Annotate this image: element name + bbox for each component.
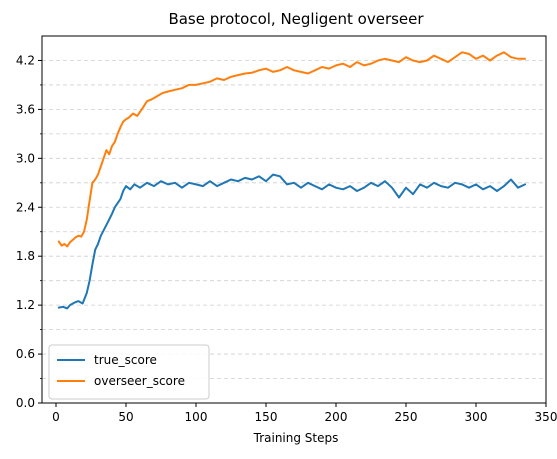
y-tick-label: 2.4 — [16, 200, 35, 214]
legend-box — [48, 344, 210, 400]
x-tick-label: 350 — [535, 410, 557, 424]
y-tick-label: 4.2 — [16, 53, 35, 67]
x-tick-label: 250 — [395, 410, 418, 424]
x-tick-label: 100 — [185, 410, 208, 424]
x-tick-label: 0 — [52, 410, 60, 424]
legend-label-true_score: true_score — [94, 353, 157, 367]
series-line-overseer_score — [57, 51, 526, 248]
y-tick-label: 1.8 — [16, 249, 35, 263]
legend-label-overseer_score: overseer_score — [94, 374, 185, 388]
series-layer — [57, 51, 526, 310]
x-tick-label: 150 — [255, 410, 278, 424]
y-tick-label: 1.2 — [16, 298, 35, 312]
plot-frame — [41, 35, 547, 404]
x-axis-label: Training Steps — [253, 431, 339, 445]
series-line-true_score — [57, 173, 526, 310]
y-tick-label: 0.0 — [16, 396, 35, 410]
legend: true_score overseer_score — [48, 344, 210, 400]
chart-title: Base protocol, Negligent overseer — [168, 10, 424, 28]
y-tick-label: 0.6 — [16, 347, 35, 361]
y-tick-label: 3.0 — [16, 151, 35, 165]
x-tick-label: 200 — [325, 410, 348, 424]
y-tick-label: 3.6 — [16, 102, 35, 116]
x-tick-label: 300 — [465, 410, 488, 424]
x-tick-label: 50 — [118, 410, 133, 424]
axis-layer: 0.0 0.6 1.2 1.8 2.4 3.0 3.6 4.2 0 50 100 150 200 250 3… — [16, 53, 557, 424]
